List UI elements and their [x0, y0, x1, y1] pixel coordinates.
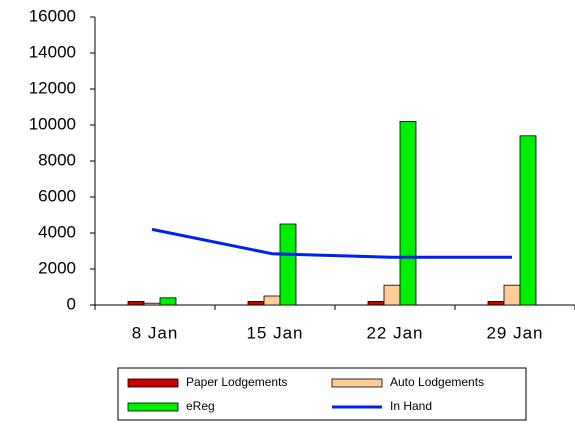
legend-label: Paper Lodgements: [186, 375, 287, 389]
line: [151, 227, 512, 259]
bar: [503, 284, 521, 306]
legend-swatch: [127, 378, 179, 388]
y-tick-label: 16000: [29, 6, 76, 25]
bar: [143, 302, 161, 306]
bar: [383, 284, 401, 306]
x-tick-label: 15 Jan: [246, 323, 303, 342]
y-tick-label: 2000: [38, 258, 76, 277]
bar: [159, 297, 177, 306]
y-tick-label: 8000: [38, 150, 76, 169]
legend-label: Auto Lodgements: [390, 375, 484, 389]
x-tick-label: 29 Jan: [486, 323, 543, 342]
bar: [127, 300, 145, 306]
bar: [487, 300, 505, 306]
bar: [247, 300, 265, 306]
legend-label: eReg: [186, 399, 215, 413]
y-tick-label: 4000: [38, 222, 76, 241]
legend-swatch: [331, 378, 383, 388]
bar: [519, 135, 537, 306]
bar: [399, 121, 417, 306]
y-tick-label: 0: [67, 294, 76, 313]
y-tick-label: 12000: [29, 78, 76, 97]
bar: [263, 295, 281, 306]
y-tick-label: 6000: [38, 186, 76, 205]
x-tick-label: 8 Jan: [132, 323, 179, 342]
bar: [367, 300, 385, 306]
bar: [279, 223, 297, 306]
legend-swatch: [127, 402, 179, 412]
y-tick-label: 14000: [29, 42, 76, 61]
legend-label: In Hand: [390, 399, 432, 413]
y-tick-label: 10000: [29, 114, 76, 133]
x-tick-label: 22 Jan: [366, 323, 423, 342]
legend-box: [117, 367, 527, 421]
